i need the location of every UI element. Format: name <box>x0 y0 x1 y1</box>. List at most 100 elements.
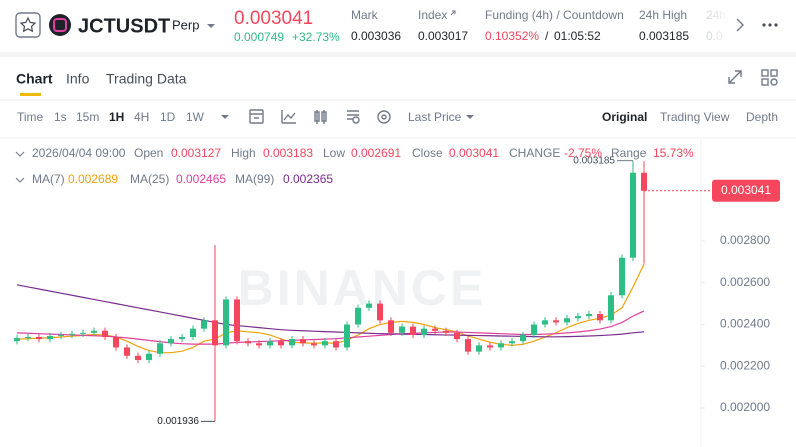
candle-body <box>278 341 284 346</box>
candle-body <box>234 299 240 342</box>
candle-body <box>289 339 295 346</box>
candle-body <box>399 326 405 333</box>
price-tag: 0.003041 <box>721 183 771 197</box>
candle-body <box>355 307 361 325</box>
view-option[interactable]: Depth <box>746 110 778 124</box>
candle-body <box>344 324 350 348</box>
interval-dropdown[interactable] <box>221 115 229 119</box>
candle-body <box>630 172 636 258</box>
dropdown-icon[interactable] <box>207 24 215 28</box>
tab[interactable]: Info <box>66 71 90 87</box>
candle-body <box>520 334 526 342</box>
candle-body <box>586 314 592 317</box>
legend-label: Range <box>611 146 647 160</box>
candle-body <box>377 303 383 321</box>
candle-body <box>300 339 306 344</box>
legend-value: 0.003127 <box>171 146 221 160</box>
candle-body <box>113 337 119 348</box>
y-tick-label: 0.002800 <box>720 233 770 247</box>
candle-body <box>443 330 449 333</box>
stat-separator: / <box>545 29 549 43</box>
stat-label: Funding (4h) / Countdown <box>485 8 624 22</box>
candle-body <box>333 341 339 348</box>
star-icon <box>19 16 37 33</box>
symbol: JCTUSDT <box>78 15 170 37</box>
interval[interactable]: 4H <box>134 110 149 124</box>
price-tag-bg <box>712 179 780 202</box>
tab[interactable]: Chart <box>16 71 53 87</box>
candle-body <box>212 320 218 346</box>
candle-body <box>564 318 570 323</box>
candle-body <box>69 333 75 335</box>
legend-toggle[interactable] <box>15 151 25 157</box>
legend-value: -2.75% <box>564 146 602 160</box>
interval: Time <box>17 110 44 124</box>
candle-body <box>80 332 86 334</box>
ma-line <box>16 263 645 354</box>
candle-body <box>476 345 482 352</box>
favorite-button[interactable] <box>15 12 41 38</box>
ma-value: 0.002689 <box>68 172 118 186</box>
ma-value: 0.002465 <box>176 172 226 186</box>
candle-body <box>14 338 20 342</box>
candle-body <box>597 314 603 321</box>
expand-icon[interactable] <box>728 70 742 84</box>
candle-body <box>91 330 97 333</box>
interval[interactable]: 1s <box>54 110 67 124</box>
scroll-right[interactable] <box>736 18 744 32</box>
price-type[interactable]: Last Price <box>408 110 462 124</box>
legend-toggle[interactable] <box>15 177 25 183</box>
interval[interactable]: 1W <box>186 110 205 124</box>
tool-icons[interactable] <box>249 109 391 124</box>
view-option[interactable]: Trading View <box>660 110 730 124</box>
stat-label: Index <box>418 8 447 22</box>
legend-value: 0.003041 <box>449 146 499 160</box>
candle-body <box>498 343 504 348</box>
ma-value: 0.002365 <box>283 172 333 186</box>
change-abs: 0.000749 <box>234 30 284 44</box>
candle-body <box>575 316 581 319</box>
legend-label: Close <box>412 146 443 160</box>
y-tick-label: 0.002200 <box>720 358 770 372</box>
coin-logo <box>49 14 71 36</box>
contract-type[interactable]: Perp <box>172 17 199 32</box>
candle-body <box>245 341 251 344</box>
candle-body <box>542 320 548 325</box>
stat-value: 0.003036 <box>351 29 401 43</box>
more-button[interactable] <box>762 23 778 27</box>
ma-line <box>16 284 645 338</box>
interval[interactable]: 15m <box>76 110 99 124</box>
legend-label: Open <box>134 146 163 160</box>
tab[interactable]: Trading Data <box>106 71 187 87</box>
legend-value: 0.003183 <box>263 146 313 160</box>
candle-body <box>25 337 31 339</box>
legend-label: High <box>231 146 256 160</box>
legend-value: 15.73% <box>653 146 694 160</box>
candle-body <box>465 339 471 352</box>
ma-label: MA(99) <box>235 172 274 186</box>
ma-line <box>16 310 645 345</box>
candle-body <box>146 353 152 360</box>
max-marker: 0.003185 <box>573 155 615 166</box>
candle-body <box>454 332 460 340</box>
stat-value: 0.10352% <box>485 29 539 43</box>
change-pct: +32.73% <box>292 30 340 44</box>
view-option[interactable]: Original <box>602 110 647 124</box>
stat-value: 0.003185 <box>639 29 689 43</box>
interval[interactable]: 1H <box>109 110 124 124</box>
candle-body <box>641 172 647 191</box>
interval[interactable]: 1D <box>160 110 176 124</box>
candle-body <box>553 320 559 323</box>
layout-icon[interactable] <box>761 69 778 86</box>
candle-body <box>47 335 53 340</box>
candle-body <box>124 347 130 356</box>
candle-body <box>190 328 196 338</box>
candle-body <box>135 355 141 360</box>
candle-body <box>366 303 372 308</box>
legend-value: 0.002691 <box>351 146 401 160</box>
candle-body <box>256 343 262 346</box>
candle-body <box>487 345 493 348</box>
price-type-dropdown[interactable] <box>466 115 474 119</box>
y-tick-label: 0.002600 <box>720 275 770 289</box>
